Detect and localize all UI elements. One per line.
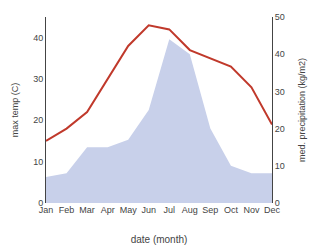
svg-text:Jan: Jan bbox=[39, 205, 54, 215]
svg-text:30: 30 bbox=[33, 74, 43, 84]
svg-text:10: 10 bbox=[33, 157, 43, 167]
svg-text:Sep: Sep bbox=[202, 205, 218, 215]
svg-text:Jun: Jun bbox=[141, 205, 156, 215]
svg-text:Dec: Dec bbox=[264, 205, 281, 215]
svg-text:0: 0 bbox=[38, 198, 43, 208]
svg-text:40: 40 bbox=[275, 49, 285, 59]
svg-text:0: 0 bbox=[275, 198, 280, 208]
svg-text:30: 30 bbox=[275, 87, 285, 97]
svg-text:Jul: Jul bbox=[164, 205, 176, 215]
svg-text:med. precipitation (kg/m2): med. precipitation (kg/m2) bbox=[297, 58, 307, 162]
svg-text:max temp (C): max temp (C) bbox=[10, 83, 20, 138]
svg-text:20: 20 bbox=[275, 124, 285, 134]
svg-text:Mar: Mar bbox=[79, 205, 95, 215]
svg-text:Aug: Aug bbox=[182, 205, 198, 215]
svg-text:Oct: Oct bbox=[224, 205, 239, 215]
svg-text:10: 10 bbox=[275, 161, 285, 171]
svg-text:Feb: Feb bbox=[59, 205, 75, 215]
svg-text:date (month): date (month) bbox=[131, 234, 188, 245]
svg-text:Apr: Apr bbox=[101, 205, 115, 215]
svg-text:Nov: Nov bbox=[243, 205, 260, 215]
svg-text:50: 50 bbox=[275, 12, 285, 22]
svg-text:May: May bbox=[120, 205, 138, 215]
svg-text:40: 40 bbox=[33, 33, 43, 43]
svg-text:20: 20 bbox=[33, 115, 43, 125]
